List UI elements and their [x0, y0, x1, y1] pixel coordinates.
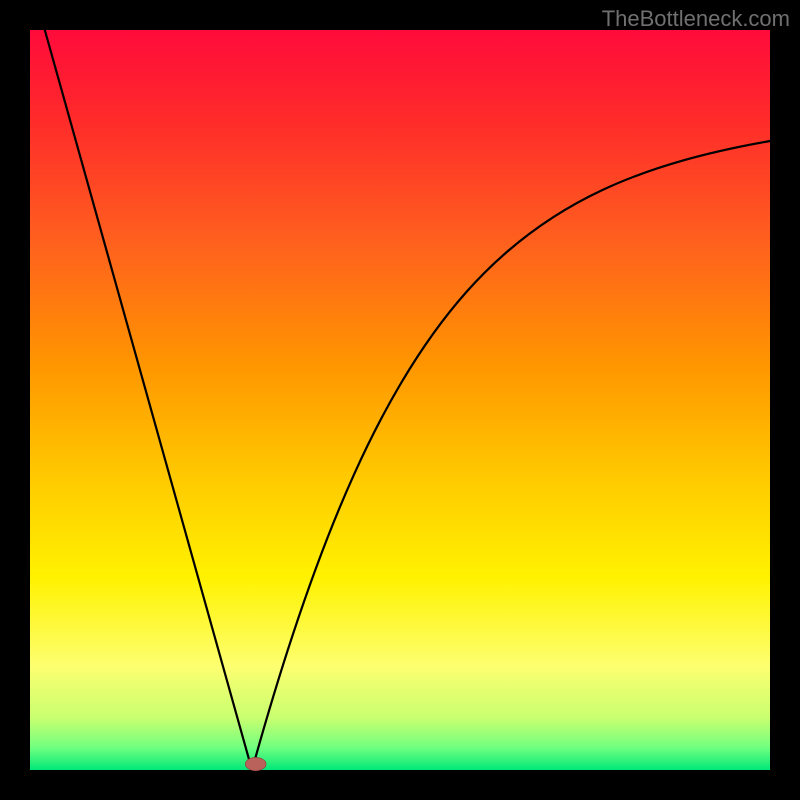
watermark-text: TheBottleneck.com: [602, 6, 790, 32]
chart-svg: [0, 0, 800, 800]
plot-background: [30, 30, 770, 770]
chart-container: TheBottleneck.com: [0, 0, 800, 800]
minimum-marker: [245, 757, 266, 770]
